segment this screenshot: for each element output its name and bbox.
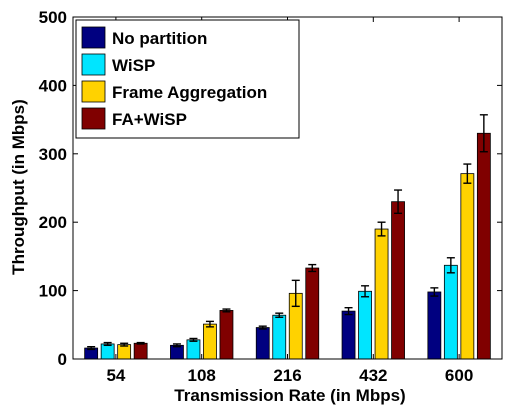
bar-fa-wisp-54 — [133, 342, 148, 360]
bar-fa-wisp-216 — [305, 267, 320, 360]
legend-label-frame-aggregation: Frame Aggregation — [112, 83, 267, 102]
x-axis-label: Transmission Rate (in Mbps) — [174, 386, 405, 405]
bar-wisp-216 — [272, 314, 287, 360]
legend-label-no-partition: No partition — [112, 29, 207, 48]
legend-label-fa-wisp: FA+WiSP — [112, 110, 187, 129]
bar-no-partition-432 — [341, 310, 356, 360]
bars-layer — [84, 114, 491, 360]
bar-frame-aggregation-108 — [203, 323, 217, 360]
bar-frame-aggregation-600 — [460, 173, 475, 360]
bar-wisp-108 — [186, 339, 201, 360]
bar-no-partition-216 — [255, 327, 270, 360]
bar-wisp-54 — [100, 343, 115, 360]
y-axis-label: Throughput (in Mbps) — [9, 99, 28, 275]
legend-swatch-frame-aggregation — [81, 80, 106, 103]
bar-fa-wisp-600 — [476, 132, 491, 360]
bar-frame-aggregation-54 — [117, 344, 132, 360]
x-tick-label: 600 — [445, 366, 473, 385]
x-tick-label: 54 — [106, 366, 125, 385]
legend: No partition WiSP Frame Aggregation FA+WiSP — [75, 19, 300, 139]
y-tick-label: 500 — [39, 8, 67, 27]
legend-box — [75, 19, 300, 139]
x-tick-label: 432 — [359, 366, 387, 385]
legend-swatch-fa-wisp — [81, 107, 106, 130]
y-tick-label: 400 — [39, 76, 67, 95]
y-tick-label: 100 — [39, 282, 67, 301]
x-tick-label: 216 — [273, 366, 301, 385]
bar-wisp-600 — [443, 264, 458, 360]
x-tick-label: 108 — [188, 366, 216, 385]
y-tick-label: 200 — [39, 213, 67, 232]
bar-fa-wisp-108 — [219, 310, 234, 360]
bar-frame-aggregation-432 — [374, 228, 389, 360]
bar-no-partition-600 — [427, 291, 442, 360]
legend-swatch-no-partition — [81, 26, 106, 49]
bar-wisp-432 — [358, 290, 372, 360]
legend-label-wisp: WiSP — [112, 56, 155, 75]
legend-swatch-wisp — [81, 53, 106, 76]
y-tick-label: 300 — [39, 145, 67, 164]
bar-fa-wisp-432 — [391, 201, 405, 360]
axes-layer: 0 100 200 300 400 500 54 108 216 432 600 — [39, 8, 503, 385]
y-tick-label: 0 — [58, 350, 67, 369]
